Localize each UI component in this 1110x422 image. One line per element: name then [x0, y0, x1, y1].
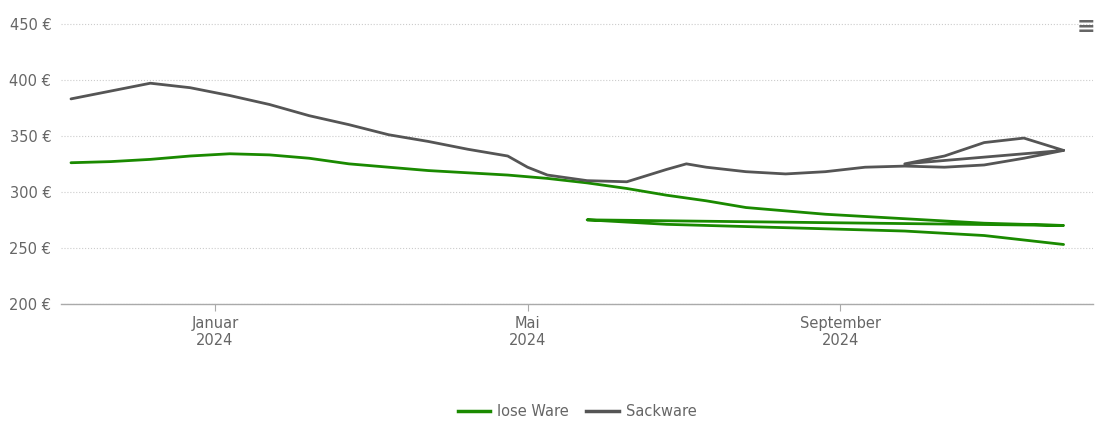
Text: ≡: ≡	[1077, 17, 1096, 37]
Legend: lose Ware, Sackware: lose Ware, Sackware	[452, 398, 703, 422]
